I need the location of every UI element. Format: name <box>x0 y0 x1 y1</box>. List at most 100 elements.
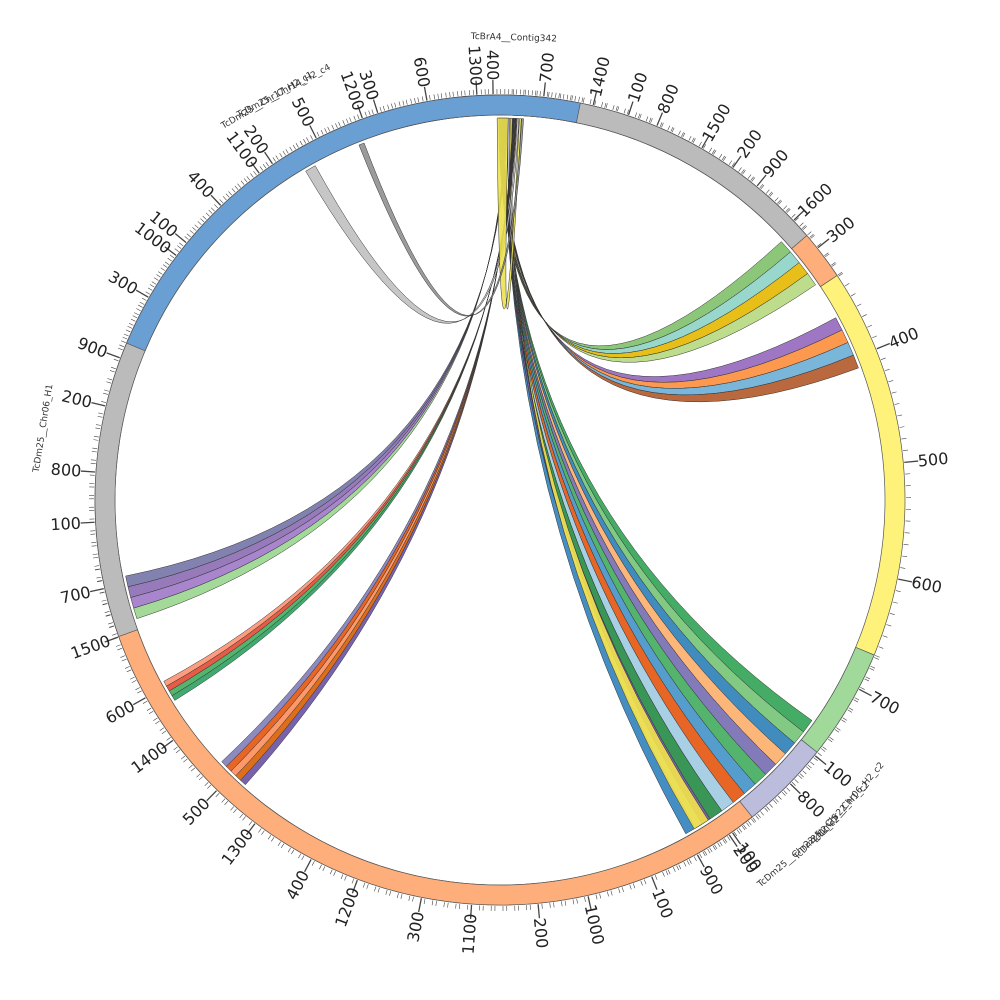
tick-mark <box>272 157 276 162</box>
tick-mark <box>382 105 385 111</box>
tick-mark <box>676 865 680 871</box>
tick-mark <box>99 591 105 594</box>
tick-mark <box>874 657 879 660</box>
tick-mark <box>727 836 731 841</box>
tick-mark <box>129 676 135 680</box>
tick-mark <box>539 90 541 97</box>
tick-mark <box>289 146 293 152</box>
tick-mark <box>878 646 884 649</box>
tick-mark <box>621 887 624 893</box>
tick-mark <box>759 183 764 189</box>
tick-mark <box>870 665 876 669</box>
tick-mark <box>177 245 182 249</box>
tick-mark <box>721 155 726 161</box>
tick-mark <box>902 449 908 451</box>
tick-mark <box>192 227 197 231</box>
tick-mark <box>267 835 272 840</box>
tick-mark <box>615 106 618 112</box>
tick-mark <box>899 426 905 428</box>
ideogram-chr14h2 <box>126 94 581 352</box>
tick-mark <box>93 435 99 438</box>
tick-mark <box>704 850 708 856</box>
tick-mark <box>449 92 451 98</box>
tick-mark <box>400 893 403 899</box>
tick-mark <box>904 460 919 464</box>
tick-mark <box>874 655 880 658</box>
tick-mark <box>681 132 684 137</box>
tick-label: 1300 <box>465 45 486 87</box>
tick-mark <box>282 150 286 156</box>
link-ribbon-chr17h2 <box>496 117 522 310</box>
tick-mark <box>184 236 189 240</box>
tick-mark <box>149 284 155 288</box>
tick-mark <box>651 876 658 890</box>
tick-mark <box>80 470 96 473</box>
tick-mark <box>186 233 191 238</box>
tick-mark <box>888 380 894 383</box>
tick-mark <box>344 875 347 881</box>
tick-mark <box>814 755 827 766</box>
tick-mark <box>93 439 99 441</box>
tick-mark <box>161 730 167 734</box>
tick-mark <box>346 118 349 124</box>
tick-mark <box>834 729 840 733</box>
tick-mark <box>559 93 562 99</box>
tick-mark <box>146 707 152 711</box>
tick-mark <box>820 748 826 752</box>
tick-mark <box>310 135 314 140</box>
tick-mark <box>169 254 175 259</box>
tick-mark <box>671 127 675 133</box>
tick-mark <box>707 848 711 854</box>
tick-mark <box>115 644 121 647</box>
tick-mark <box>391 103 393 109</box>
tick-mark <box>659 122 663 128</box>
tick-mark <box>80 521 95 524</box>
tick-mark <box>743 824 747 830</box>
tick-mark <box>259 166 264 171</box>
tick-mark <box>809 234 814 238</box>
tick-mark <box>738 828 743 833</box>
tick-mark <box>829 736 834 741</box>
tick-mark <box>702 851 706 857</box>
tick-mark <box>138 304 143 308</box>
tick-mark <box>333 871 336 876</box>
tick-mark <box>902 555 908 557</box>
tick-mark <box>475 80 478 95</box>
tick-mark <box>167 257 172 262</box>
tick-mark <box>785 207 790 212</box>
tick-mark <box>610 890 613 896</box>
tick-mark <box>164 261 170 266</box>
tick-mark <box>791 781 796 786</box>
tick-mark <box>142 700 148 704</box>
tick-mark <box>265 162 269 167</box>
tick-mark <box>162 264 168 268</box>
tick-mark <box>752 817 757 822</box>
tick-mark <box>786 787 791 792</box>
tick-mark <box>91 545 97 547</box>
tick-mark <box>128 322 134 326</box>
tick-label: 300 <box>403 910 428 944</box>
tick-mark <box>222 196 227 201</box>
tick-mark <box>813 757 818 762</box>
tick-mark <box>817 752 822 757</box>
tick-mark <box>299 140 303 146</box>
tick-mark <box>455 903 457 909</box>
tick-mark <box>895 590 901 593</box>
tick-mark <box>742 170 746 175</box>
tick-mark <box>854 697 860 701</box>
tick-mark <box>123 333 129 337</box>
tick-mark <box>362 882 366 888</box>
tick-mark <box>353 115 356 121</box>
tick-label: 1200 <box>331 885 363 930</box>
tick-mark <box>440 93 443 99</box>
tick-mark <box>366 883 369 889</box>
tick-mark <box>543 82 546 97</box>
tick-mark <box>104 611 110 614</box>
tick-mark <box>816 243 822 247</box>
link-ribbon-chr06h1 <box>221 118 515 767</box>
ideogram-layer <box>94 94 906 906</box>
tick-mark <box>304 859 312 873</box>
tick-mark <box>824 252 829 257</box>
tick-mark <box>228 191 233 196</box>
tick-mark <box>204 782 209 787</box>
